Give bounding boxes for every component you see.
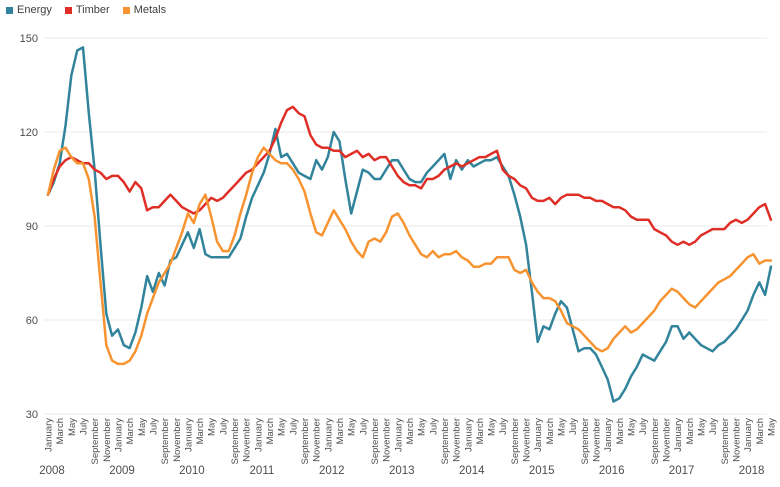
- x-axis-month-label: March: [545, 418, 556, 444]
- y-axis-tick-label: 30: [26, 409, 38, 421]
- x-axis-month-label: November: [242, 418, 253, 462]
- x-axis-month-label: January: [44, 418, 55, 452]
- energy-series-line: [46, 46, 773, 403]
- x-axis-month-label: July: [708, 418, 719, 435]
- x-axis-month-label: March: [475, 418, 486, 444]
- x-axis-month-label: September: [440, 418, 451, 464]
- legend-item-timber: Timber: [64, 4, 110, 17]
- x-axis-month-label: March: [265, 418, 276, 444]
- x-axis-year-label: 2018: [739, 465, 765, 477]
- x-axis-month-label: November: [172, 418, 183, 462]
- x-axis-month-label: November: [102, 418, 113, 462]
- x-axis-month-label: January: [323, 418, 334, 452]
- x-axis-month-label: July: [428, 418, 439, 435]
- legend-item-metals: Metals: [122, 4, 167, 17]
- x-axis-year-label: 2014: [459, 465, 485, 477]
- timber-series-line: [46, 105, 773, 247]
- x-axis-month-label: May: [557, 418, 568, 436]
- x-axis-month-label: November: [452, 418, 463, 462]
- x-axis-month-label: January: [114, 418, 125, 452]
- x-axis-year-label: 2016: [599, 465, 625, 477]
- x-axis-month-label: May: [207, 418, 218, 436]
- metals-swatch-icon: [122, 7, 130, 14]
- x-axis-month-label: March: [55, 418, 66, 444]
- x-axis-month-label: May: [417, 418, 428, 436]
- x-axis-year-label: 2008: [39, 465, 65, 477]
- x-axis-month-label: November: [312, 418, 323, 462]
- y-axis-tick-label: 120: [20, 127, 38, 139]
- legend-label-metals: Metals: [133, 4, 167, 16]
- metals-series-line: [46, 146, 773, 366]
- x-axis-month-label: May: [627, 418, 638, 436]
- x-axis-month-label: July: [288, 418, 299, 435]
- x-axis-month-label: September: [510, 418, 521, 464]
- x-axis-month-label: May: [697, 418, 708, 436]
- x-axis-month-label: January: [743, 418, 754, 452]
- x-axis-month-label: November: [522, 418, 533, 462]
- x-axis-month-label: March: [405, 418, 416, 444]
- x-axis-month-label: November: [731, 418, 742, 462]
- x-axis-month-label: November: [592, 418, 603, 462]
- x-axis-month-label: May: [766, 418, 777, 436]
- x-axis-month-label: September: [720, 418, 731, 464]
- x-axis-month-label: May: [277, 418, 288, 436]
- x-axis-month-label: July: [218, 418, 229, 435]
- x-axis-month-label: January: [603, 418, 614, 452]
- x-axis-year-label: 2012: [319, 465, 345, 477]
- x-axis-month-label: September: [90, 418, 101, 464]
- x-axis-month-label: March: [335, 418, 346, 444]
- x-axis-year-label: 2015: [529, 465, 555, 477]
- chart-legend: Energy Timber Metals: [6, 4, 166, 17]
- x-axis-month-label: July: [358, 418, 369, 435]
- x-axis-month-label: January: [393, 418, 404, 452]
- x-axis-year-label: 2013: [389, 465, 415, 477]
- x-axis-month-label: July: [498, 418, 509, 435]
- x-axis-month-label: March: [125, 418, 136, 444]
- x-axis-month-label: March: [685, 418, 696, 444]
- x-axis-month-label: January: [463, 418, 474, 452]
- x-axis-month-label: July: [79, 418, 90, 435]
- x-axis-month-label: July: [638, 418, 649, 435]
- x-axis-month-label: September: [580, 418, 591, 464]
- x-axis-month-label: March: [615, 418, 626, 444]
- x-axis-month-label: May: [67, 418, 78, 436]
- y-axis-tick-label: 60: [26, 315, 38, 327]
- x-axis-year-label: 2011: [250, 465, 275, 477]
- x-axis-month-label: September: [160, 418, 171, 464]
- x-axis-month-label: May: [347, 418, 358, 436]
- legend-label-energy: Energy: [17, 4, 52, 16]
- x-axis-month-label: March: [195, 418, 206, 444]
- y-axis-tick-label: 90: [26, 221, 38, 233]
- x-axis-month-label: July: [568, 418, 579, 435]
- x-axis-month-label: September: [230, 418, 241, 464]
- x-axis-month-label: January: [673, 418, 684, 452]
- x-axis-month-label: January: [183, 418, 194, 452]
- x-axis-month-label: May: [487, 418, 498, 436]
- timber-swatch-icon: [64, 7, 72, 14]
- y-axis-tick-label: 150: [20, 33, 38, 45]
- x-axis-month-label: September: [370, 418, 381, 464]
- x-axis-year-label: 2009: [109, 465, 135, 477]
- x-axis-month-label: September: [300, 418, 311, 464]
- x-axis-month-label: November: [382, 418, 393, 462]
- x-axis-month-label: July: [148, 418, 159, 435]
- x-axis-month-label: January: [253, 418, 264, 452]
- x-axis-month-label: May: [137, 418, 148, 436]
- legend-item-energy: Energy: [6, 4, 52, 17]
- legend-label-timber: Timber: [75, 4, 110, 16]
- x-axis-month-label: March: [755, 418, 766, 444]
- x-axis-month-label: November: [662, 418, 673, 462]
- x-axis-year-label: 2010: [179, 465, 205, 477]
- x-axis-year-label: 2017: [669, 465, 695, 477]
- energy-swatch-icon: [6, 7, 13, 14]
- x-axis-month-label: September: [650, 418, 661, 464]
- x-axis-month-label: January: [533, 418, 544, 452]
